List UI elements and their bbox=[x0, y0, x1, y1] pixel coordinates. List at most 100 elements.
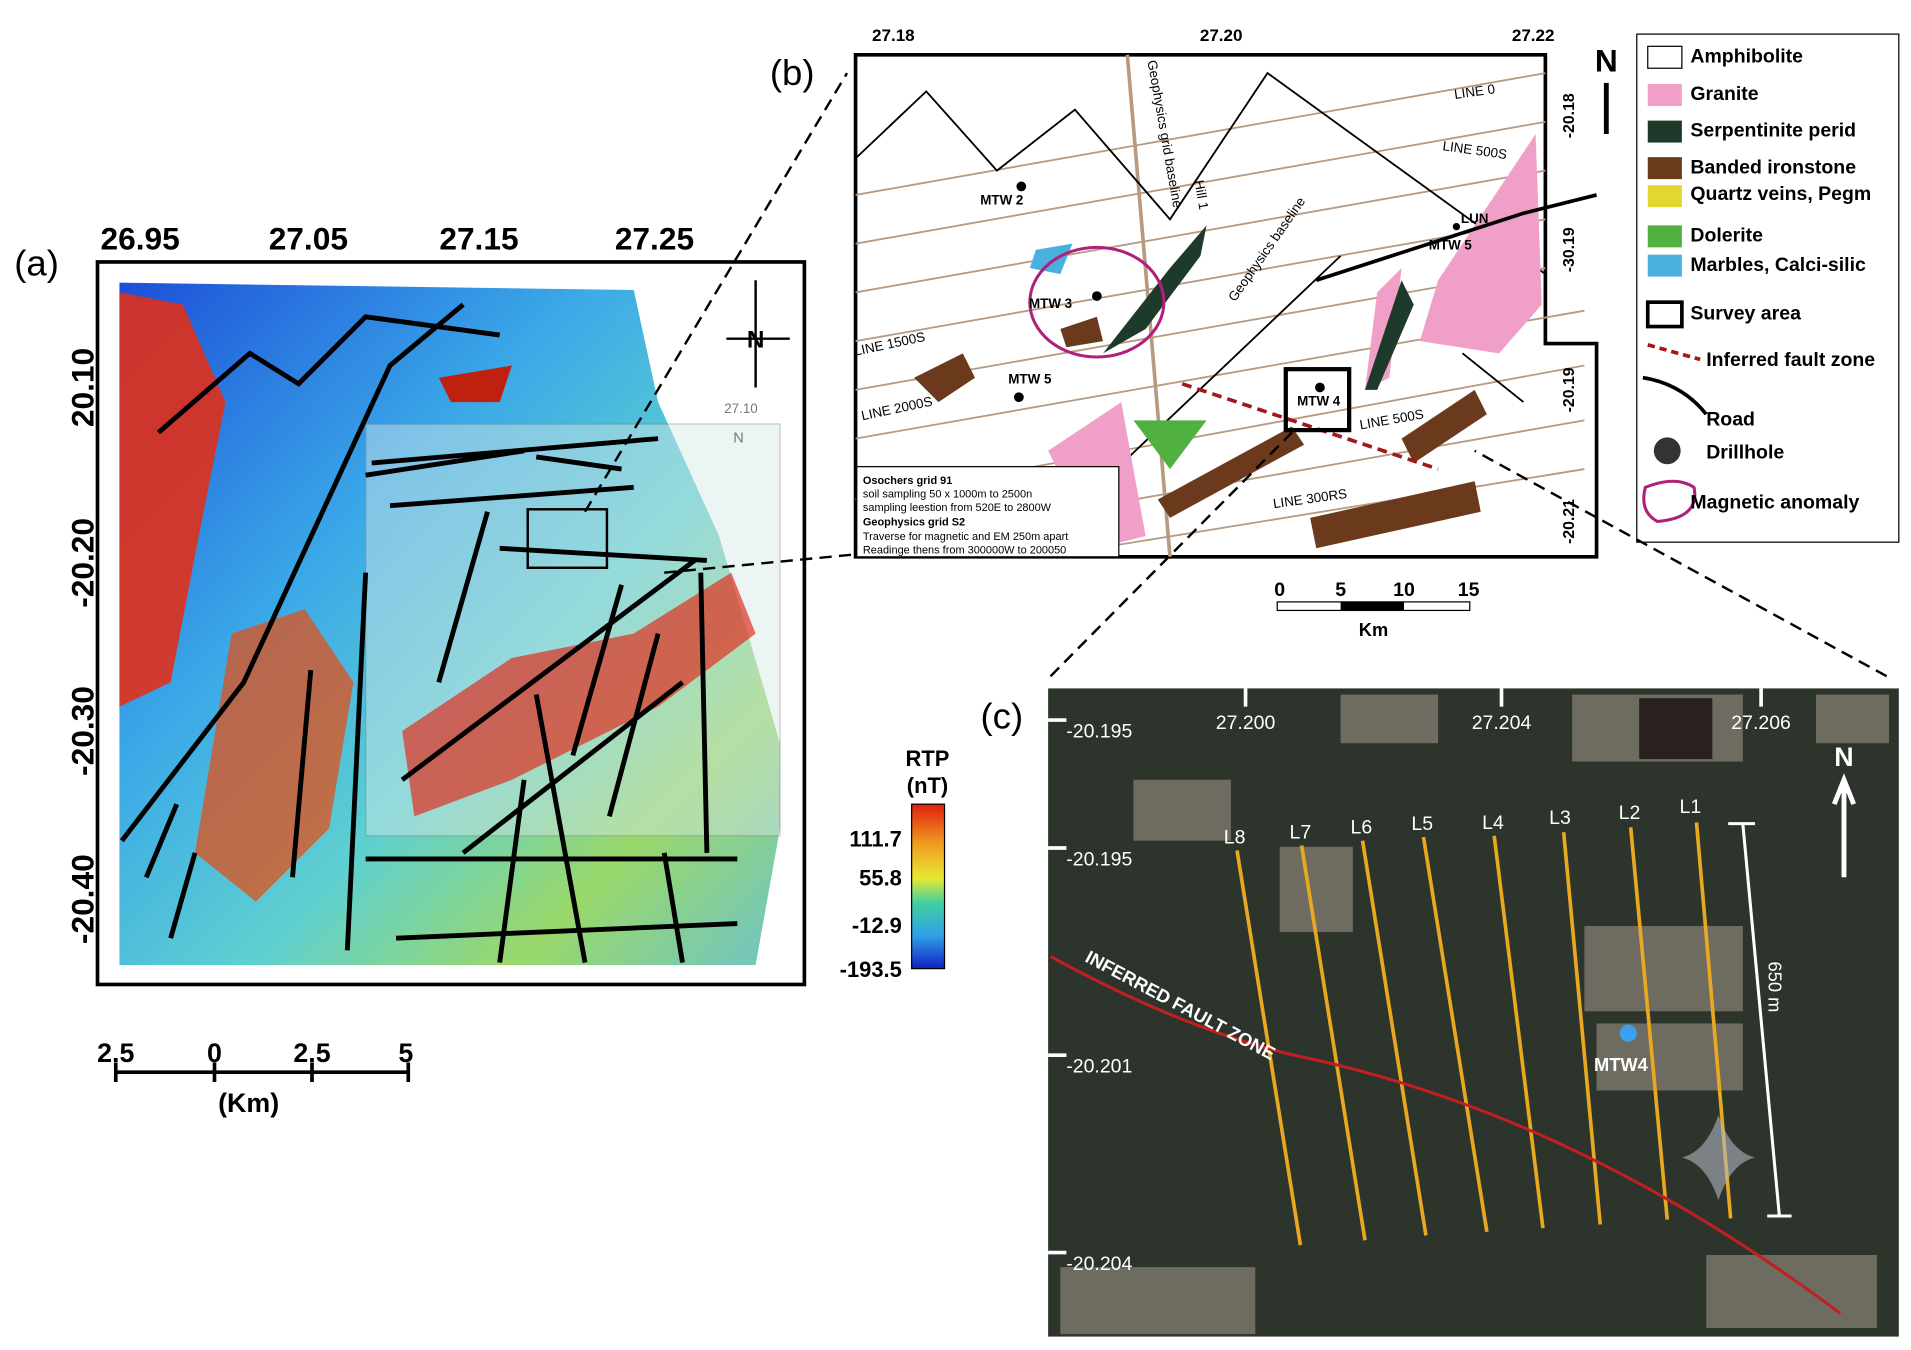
tick-label: 27.25 bbox=[615, 221, 694, 257]
scale-bar bbox=[113, 1062, 411, 1082]
colorbar-title: RTP bbox=[906, 746, 950, 771]
panel-b bbox=[853, 33, 1900, 612]
note-line: soil sampling 50 x 1000m to 2500n bbox=[863, 489, 1032, 501]
tick-label: -20.19 bbox=[1561, 367, 1578, 412]
drillhole-label: MTW 4 bbox=[1297, 394, 1341, 409]
dolerite bbox=[1133, 420, 1207, 470]
tick-label: -20.20 bbox=[65, 518, 101, 608]
fields bbox=[1060, 694, 1890, 1335]
line-label: LINE 0 bbox=[1453, 81, 1496, 102]
scale-tick: 10 bbox=[1393, 579, 1415, 601]
scale-tick: 5 bbox=[398, 1038, 413, 1068]
line-label: L6 bbox=[1350, 817, 1372, 839]
panel-label: (c) bbox=[980, 696, 1023, 737]
scale-unit: Km bbox=[1359, 619, 1388, 640]
colorbar-tick: -193.5 bbox=[840, 957, 902, 982]
line-label: L8 bbox=[1224, 826, 1246, 848]
north-arrow bbox=[726, 280, 790, 388]
tick-label: -20.204 bbox=[1066, 1253, 1132, 1275]
north-arrow bbox=[1831, 773, 1856, 878]
colorbar-tick: 111.7 bbox=[849, 827, 901, 852]
drillholes bbox=[1014, 181, 1461, 403]
line-label: L2 bbox=[1619, 802, 1641, 824]
legend-entry: Dolerite bbox=[1690, 225, 1763, 247]
drillhole-label: LUN bbox=[1461, 211, 1489, 226]
tick-label: -20.18 bbox=[1561, 93, 1578, 138]
tick-label: 20.10 bbox=[65, 348, 101, 427]
colorbar-title: (nT) bbox=[907, 773, 948, 798]
tick-label: 26.95 bbox=[101, 221, 180, 257]
legend-entry: Survey area bbox=[1690, 303, 1801, 325]
high-anomaly bbox=[438, 365, 512, 403]
drillhole-label: MTW 5 bbox=[1008, 372, 1052, 387]
tick-label: -30.19 bbox=[1561, 227, 1578, 272]
legend-entry: Banded ironstone bbox=[1690, 156, 1856, 178]
marker bbox=[1681, 1114, 1755, 1201]
granite bbox=[1419, 134, 1542, 354]
connectors bbox=[583, 72, 1888, 678]
note-line: Traverse for magnetic and EM 250m apart bbox=[863, 531, 1068, 543]
line-label: L3 bbox=[1549, 807, 1571, 829]
distance-bar bbox=[1728, 822, 1792, 1218]
scale-unit: (Km) bbox=[218, 1088, 279, 1118]
tick-label: -20.21 bbox=[1561, 499, 1578, 544]
tick-label: 27.204 bbox=[1472, 712, 1532, 734]
note-line: Geophysics grid S2 bbox=[863, 517, 965, 529]
note-box bbox=[856, 466, 1120, 558]
survey-area bbox=[1283, 367, 1352, 433]
panel-label: (a) bbox=[14, 242, 59, 283]
legend-entry: Inferred fault zone bbox=[1706, 349, 1875, 371]
ticks bbox=[1048, 688, 1763, 1255]
tick-label: 27.22 bbox=[1512, 26, 1555, 45]
tick-label: 27.200 bbox=[1216, 712, 1276, 734]
frame bbox=[853, 53, 1599, 559]
distance-label: 650 m bbox=[1764, 962, 1785, 1013]
tick-label: 27.18 bbox=[872, 26, 915, 45]
tick-label: -20.30 bbox=[65, 686, 101, 776]
colorbar-tick: 55.8 bbox=[859, 865, 902, 890]
drillhole-label: MTW 2 bbox=[980, 193, 1023, 208]
legend-entry: Amphibolite bbox=[1690, 45, 1803, 67]
magnetic-anomaly bbox=[1028, 245, 1166, 359]
faults bbox=[119, 302, 738, 963]
tick-label: 27.15 bbox=[439, 221, 518, 257]
legend-entry: Granite bbox=[1690, 83, 1758, 105]
legend-entry: Road bbox=[1706, 409, 1755, 431]
serpentinite bbox=[1102, 225, 1414, 390]
fault-line bbox=[1049, 955, 1842, 1315]
legend-entry: Serpentinite perid bbox=[1690, 120, 1856, 142]
label: 27.10 bbox=[724, 401, 758, 416]
tick-label: 27.206 bbox=[1731, 712, 1791, 734]
note-line: Readinge thens from 300000W to 200050 bbox=[863, 545, 1066, 557]
drillhole-label: MTW 3 bbox=[1029, 296, 1072, 311]
field bbox=[1639, 698, 1713, 760]
scale-tick: 15 bbox=[1458, 579, 1480, 601]
colorbar-tick: -12.9 bbox=[852, 913, 902, 938]
line-label: L7 bbox=[1290, 822, 1312, 844]
legend-entry: Drillhole bbox=[1706, 441, 1784, 463]
tick-label: -20.201 bbox=[1066, 1055, 1132, 1077]
scale-tick: 5 bbox=[1335, 579, 1346, 601]
note-line: Osochers grid 91 bbox=[863, 475, 953, 487]
note-line: sampling leestion from 520E to 2800W bbox=[863, 502, 1052, 514]
legend-entry: Quartz veins, Pegm bbox=[1690, 183, 1871, 205]
high-anomaly bbox=[195, 609, 354, 902]
legend-entry: Magnetic anomaly bbox=[1690, 491, 1859, 513]
fault-zone bbox=[1181, 382, 1439, 471]
line-label: L1 bbox=[1680, 796, 1702, 818]
marble bbox=[1029, 243, 1073, 275]
panel-label: (b) bbox=[770, 52, 815, 93]
north-label: N bbox=[1595, 43, 1618, 79]
label: Hill 1 bbox=[1191, 179, 1211, 211]
drillhole-label: MTW4 bbox=[1594, 1054, 1649, 1075]
tick-label: 27.05 bbox=[269, 221, 348, 257]
label: N bbox=[733, 430, 744, 446]
tick-label: -20.195 bbox=[1066, 720, 1132, 742]
colorbar bbox=[911, 803, 946, 970]
road bbox=[1315, 193, 1598, 282]
scale-tick: 0 bbox=[1274, 579, 1285, 601]
legend-swatches bbox=[1642, 45, 1708, 524]
drillhole bbox=[1619, 1024, 1637, 1042]
